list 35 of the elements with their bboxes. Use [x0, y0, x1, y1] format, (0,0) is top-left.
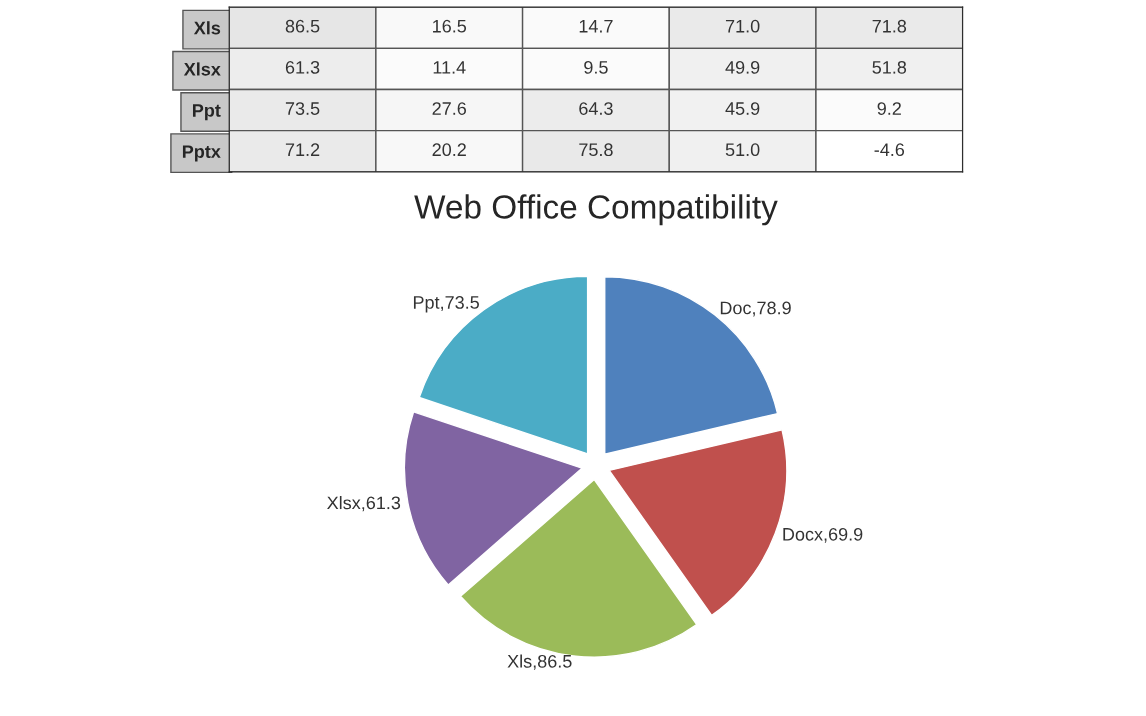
y-tick-label: Ppt	[192, 104, 221, 121]
y-tick-label: Xlsx	[183, 62, 221, 76]
slice-label: Docx	[783, 528, 823, 541]
data-label: 49.9	[725, 60, 760, 74]
data-label: 71.8	[872, 19, 907, 33]
data-label: 16.5	[433, 19, 467, 33]
data-label: 20.2	[432, 143, 466, 157]
data-label: 14.7	[579, 19, 613, 33]
data-label: -4.6	[874, 143, 905, 157]
data-label: ,86.5	[533, 654, 572, 670]
slice-label: Xls	[507, 654, 532, 668]
slice-label: Xlsx	[327, 495, 361, 510]
data-label: 86.5	[285, 19, 320, 33]
data-label: 51.8	[872, 60, 907, 74]
data-label: 11.4	[433, 61, 466, 74]
data-label: ,69.9	[824, 527, 863, 543]
slice-label: Ppt	[413, 296, 440, 313]
data-label: ,73.5	[441, 296, 479, 311]
data-label: 51.0	[725, 143, 760, 157]
y-tick-label: Xls	[193, 21, 221, 35]
data-label: 27.6	[432, 102, 467, 115]
chart-title: Web Office Compatibility	[414, 194, 778, 226]
data-label: 73.5	[285, 102, 320, 115]
data-label: 64.3	[579, 102, 613, 115]
data-label: 75.8	[579, 143, 613, 157]
data-label: 9.5	[584, 60, 608, 74]
data-label: ,78.9	[753, 301, 791, 317]
data-label: 71.2	[285, 143, 320, 156]
slice-label: Doc	[720, 301, 752, 315]
y-tick-label: Pptx	[182, 145, 221, 162]
data-label: 71.0	[725, 19, 760, 33]
data-label: ,61.3	[362, 496, 401, 512]
data-label: 9.2	[877, 102, 901, 115]
data-label: 45.9	[725, 102, 760, 115]
data-label: 61.3	[285, 60, 320, 74]
